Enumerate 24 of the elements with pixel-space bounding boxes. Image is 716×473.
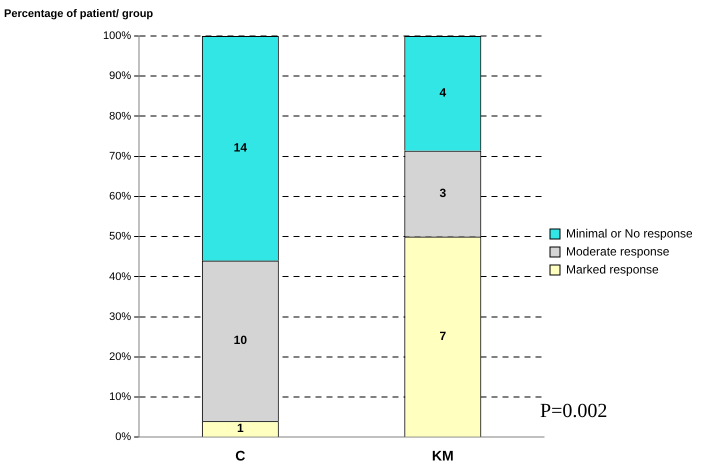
y-tick-label: 80% <box>109 110 132 122</box>
legend-label: Marked response <box>566 262 660 276</box>
x-tick-label: KM <box>432 447 454 464</box>
annotation: 1 <box>237 421 244 436</box>
y-tick-label: 50% <box>109 230 132 243</box>
y-tick-label: 100% <box>102 30 132 42</box>
annotation: 3 <box>439 186 446 200</box>
annotation: 7 <box>439 328 446 343</box>
y-tick-label: 90% <box>109 70 132 82</box>
legend-label: Minimal or No response <box>566 226 694 240</box>
annotation: 10 <box>234 333 248 348</box>
legend-label: Moderate response <box>566 244 670 258</box>
y-tick-label: 40% <box>109 270 132 283</box>
annotation: 14 <box>234 140 248 155</box>
y-axis-title: Percentage of patient/ group <box>4 8 154 20</box>
y-tick-label: 60% <box>109 190 132 203</box>
y-tick-label: 70% <box>109 150 132 162</box>
y-tick-label: 0% <box>115 431 132 444</box>
y-tick-label: 10% <box>109 391 132 404</box>
y-tick-label: 30% <box>109 310 132 323</box>
annotation: 4 <box>439 86 446 100</box>
y-tick-label: 20% <box>109 350 132 363</box>
x-tick-label: C <box>235 447 246 464</box>
annotation: P=0.002 <box>540 400 608 423</box>
